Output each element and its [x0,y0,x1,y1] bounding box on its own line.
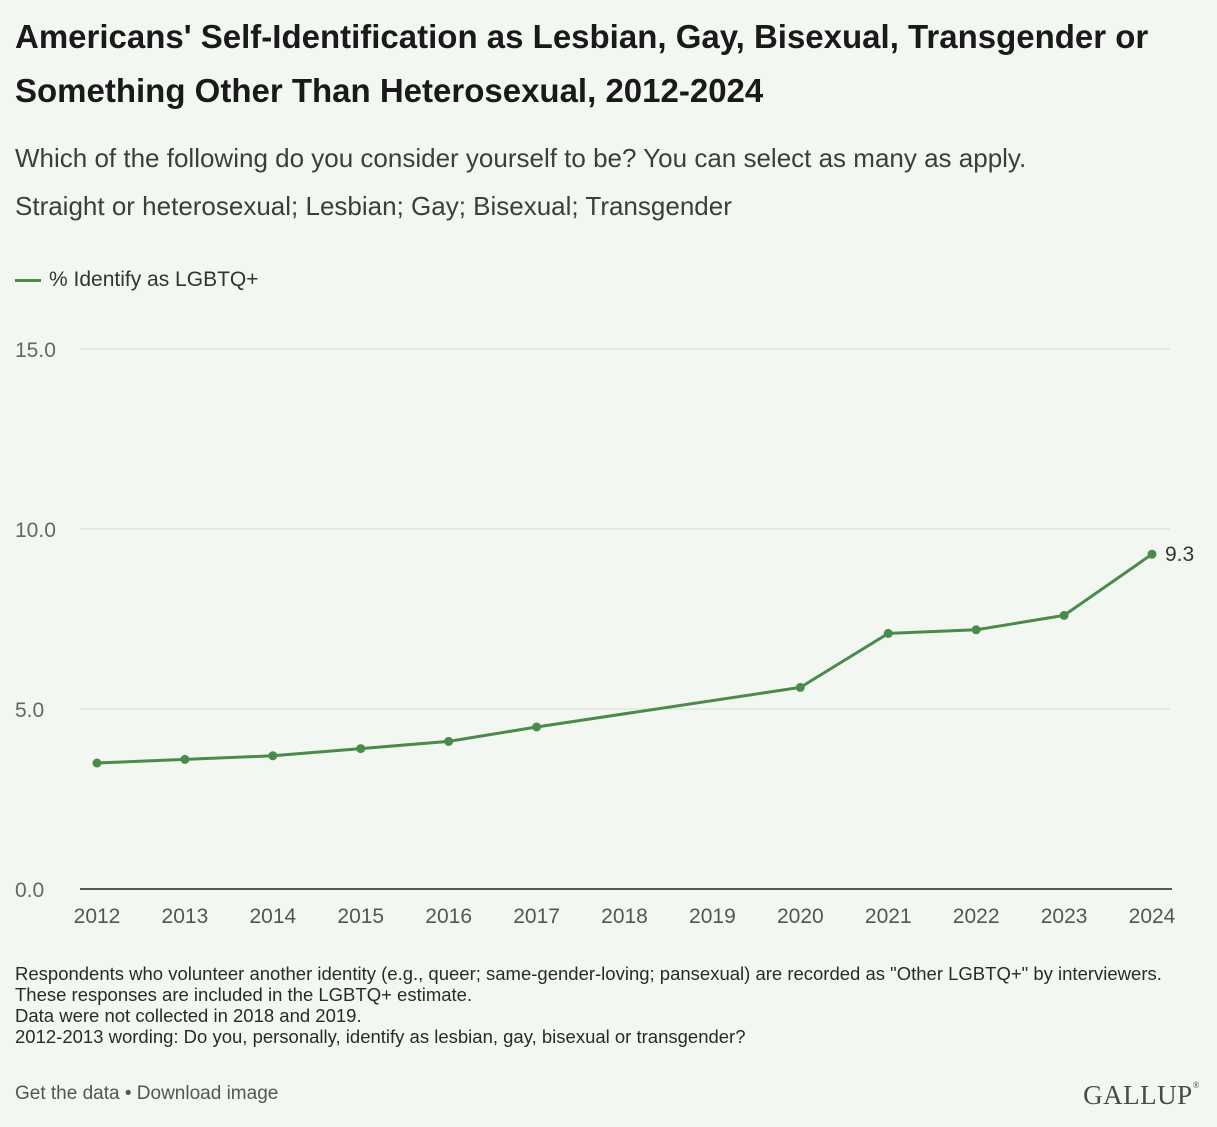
x-tick-label: 2017 [513,905,560,928]
x-tick-label: 2018 [601,905,648,928]
x-tick-label: 2019 [689,905,736,928]
data-point [268,751,278,761]
data-point [883,628,893,638]
data-point [971,625,981,635]
y-tick-label: 10.0 [15,519,56,542]
x-tick-label: 2016 [425,905,472,928]
legend: % Identify as LGBTQ+ [15,268,259,292]
x-tick-label: 2012 [74,905,121,928]
legend-swatch [15,278,41,282]
data-point [1059,610,1069,620]
data-point [795,682,805,692]
data-point [444,736,454,746]
note-other-identity: Respondents who volunteer another identi… [15,963,1162,1005]
data-point [180,754,190,764]
x-tick-label: 2022 [953,905,1000,928]
chart-notes: Respondents who volunteer another identi… [15,963,1205,1047]
data-point [1147,549,1157,559]
chart-subtitle: Which of the following do you consider y… [15,134,1205,230]
data-point [92,758,102,768]
subtitle-options: Straight or heterosexual; Lesbian; Gay; … [15,191,732,221]
x-tick-label: 2023 [1041,905,1088,928]
y-tick-label: 15.0 [15,339,56,362]
x-tick-label: 2013 [162,905,209,928]
download-image-link[interactable]: Download image [136,1083,279,1104]
registered-mark: ® [1192,1080,1200,1090]
footer-links: Get the data • Download image [15,1083,278,1105]
x-tick-label: 2014 [249,905,296,928]
gallup-logo-text: GALLUP [1083,1080,1193,1110]
x-tick-label: 2015 [337,905,384,928]
legend-label: % Identify as LGBTQ+ [49,268,259,291]
y-tick-label: 5.0 [15,699,44,722]
y-tick-label: 0.0 [15,879,44,902]
gallup-logo: GALLUP® [1083,1080,1200,1111]
chart-title: Americans' Self-Identification as Lesbia… [15,18,1149,109]
data-point [356,744,366,754]
x-tick-label: 2024 [1129,905,1176,928]
line-chart: 0.0 5.0 10.0 15.0 2012 2013 2014 2015 2016 2017 20… [15,339,1194,928]
data-label-2024: 9.3 [1165,543,1194,566]
x-tick-label: 2021 [865,905,912,928]
get-data-link[interactable]: Get the data [15,1083,120,1104]
note-wording: 2012-2013 wording: Do you, personally, i… [15,1026,746,1047]
subtitle-question: Which of the following do you consider y… [15,143,1027,173]
footer-separator: • [124,1083,132,1104]
data-point [532,722,542,732]
x-tick-label: 2020 [777,905,824,928]
note-missing-years: Data were not collected in 2018 and 2019… [15,1005,362,1026]
series-line [95,552,1154,765]
